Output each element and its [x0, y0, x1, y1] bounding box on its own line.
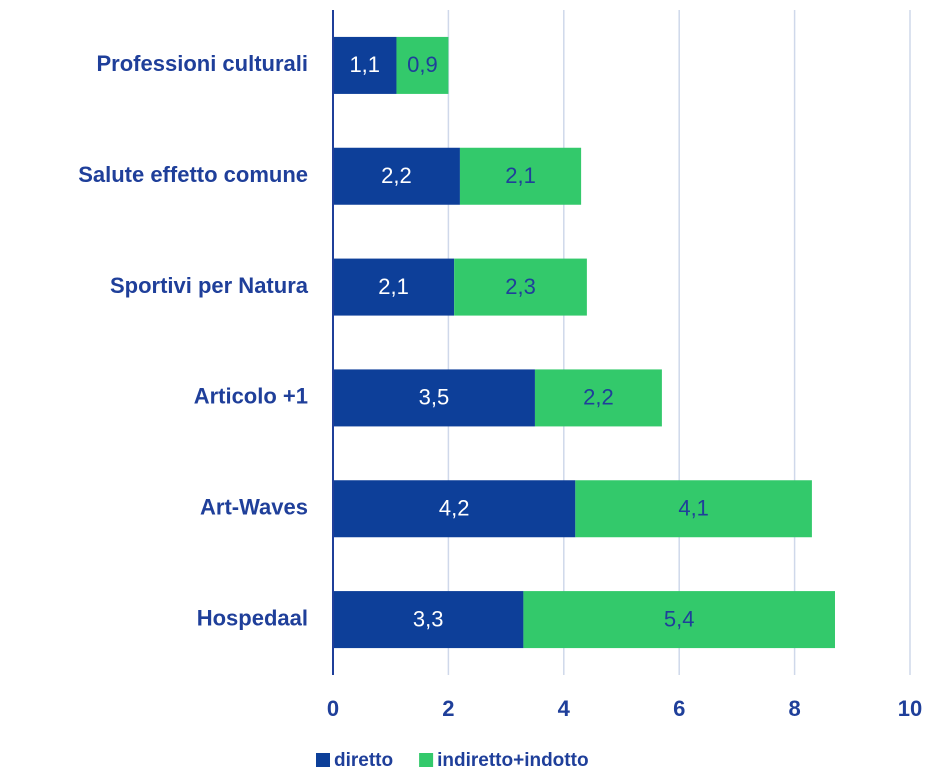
- x-tick-label: 4: [558, 696, 571, 721]
- data-label: 5,4: [664, 606, 695, 631]
- data-label: 1,1: [349, 52, 380, 77]
- bar: [333, 480, 576, 538]
- legend-label: diretto: [334, 750, 393, 769]
- data-label: 3,3: [413, 606, 444, 631]
- bar: [333, 36, 397, 94]
- bar: [523, 591, 835, 649]
- y-tick-label: Salute effetto comune: [78, 162, 308, 187]
- bar: [454, 258, 587, 316]
- bar: [333, 369, 535, 427]
- bar: [333, 591, 524, 649]
- data-label: 3,5: [419, 385, 450, 410]
- bar: [396, 36, 449, 94]
- bar: [333, 258, 455, 316]
- data-label: 4,2: [439, 496, 470, 521]
- data-label: 2,2: [583, 385, 614, 410]
- y-tick-label: Sportivi per Natura: [110, 273, 309, 298]
- bar: [575, 480, 812, 538]
- y-tick-label: Articolo +1: [194, 384, 308, 409]
- bar: [333, 147, 460, 205]
- y-tick-label: Professioni culturali: [97, 51, 309, 76]
- legend-label: indiretto+indotto: [437, 750, 588, 769]
- x-tick-label: 0: [327, 696, 339, 721]
- data-label: 4,1: [678, 496, 709, 521]
- legend-swatch: [316, 753, 330, 767]
- data-label: 0,9: [407, 52, 438, 77]
- bar: [459, 147, 582, 205]
- legend-swatch: [419, 753, 434, 767]
- data-label: 2,1: [378, 274, 409, 299]
- data-label: 2,1: [505, 163, 536, 188]
- y-tick-label: Art-Waves: [200, 495, 308, 520]
- x-tick-label: 6: [673, 696, 685, 721]
- data-label: 2,3: [505, 274, 536, 299]
- x-tick-label: 8: [788, 696, 800, 721]
- bar: [534, 369, 662, 427]
- data-label: 2,2: [381, 163, 412, 188]
- y-tick-label: Hospedaal: [197, 605, 308, 630]
- x-tick-label: 2: [442, 696, 454, 721]
- x-tick-label: 10: [898, 696, 922, 721]
